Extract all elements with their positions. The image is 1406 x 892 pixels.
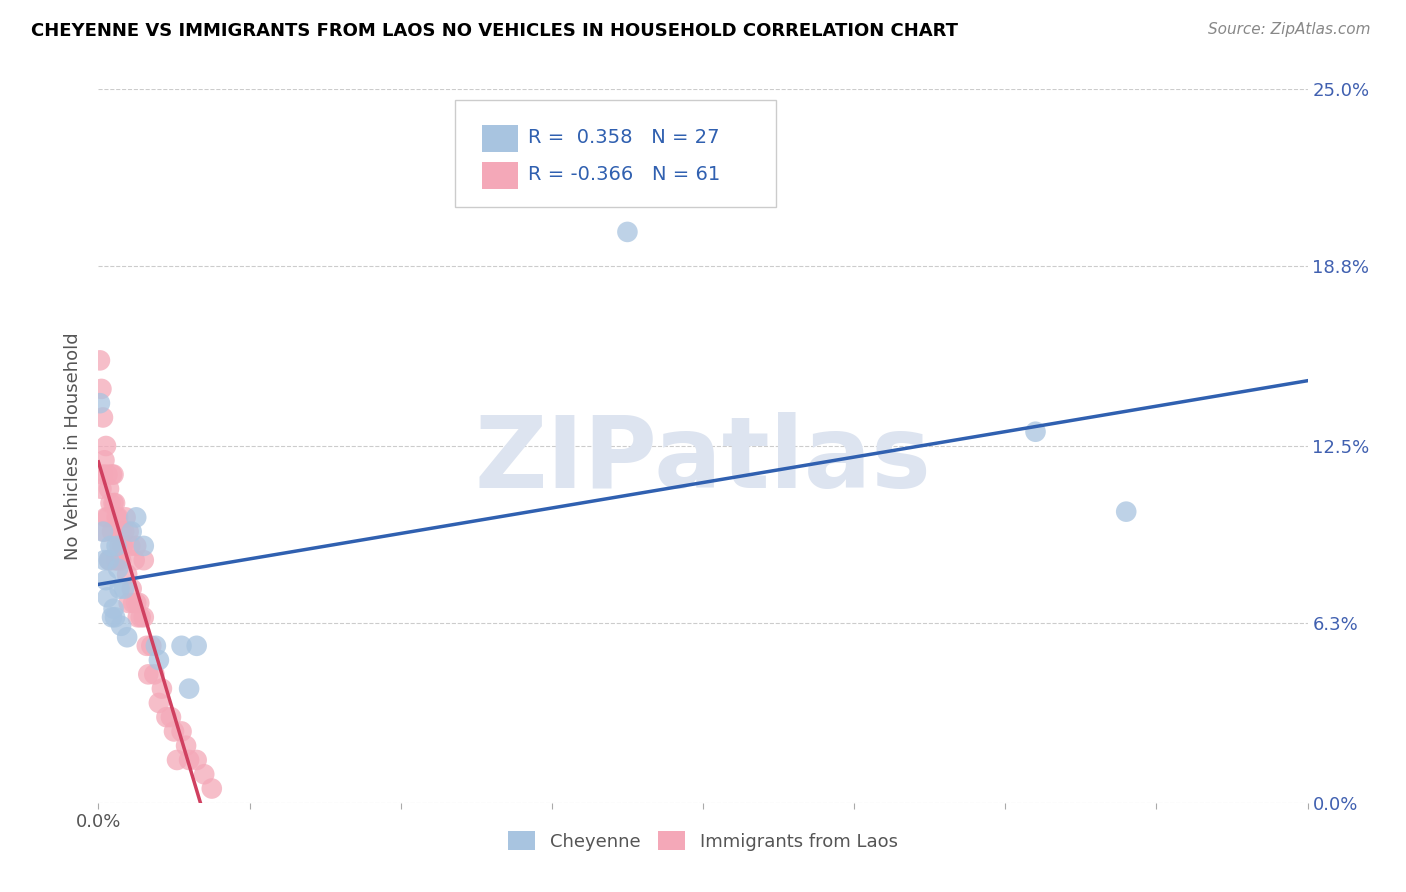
Text: CHEYENNE VS IMMIGRANTS FROM LAOS NO VEHICLES IN HOUSEHOLD CORRELATION CHART: CHEYENNE VS IMMIGRANTS FROM LAOS NO VEHI… <box>31 22 957 40</box>
Point <box>132 539 155 553</box>
Point <box>166 753 188 767</box>
Y-axis label: No Vehicles in Household: No Vehicles in Household <box>65 332 83 560</box>
Point <box>90 382 112 396</box>
Point <box>108 539 131 553</box>
Point <box>141 639 163 653</box>
Point <box>96 591 118 605</box>
Point <box>170 724 193 739</box>
Point <box>1024 425 1046 439</box>
Point <box>120 539 142 553</box>
Point <box>111 539 134 553</box>
Point <box>114 510 136 524</box>
Point <box>174 739 197 753</box>
Point <box>103 467 125 482</box>
FancyBboxPatch shape <box>456 100 776 207</box>
Point <box>110 619 132 633</box>
Point <box>89 396 111 410</box>
Point <box>94 439 117 453</box>
FancyBboxPatch shape <box>482 162 517 189</box>
Point <box>155 710 177 724</box>
Point <box>112 524 135 539</box>
Point <box>91 524 114 539</box>
Point <box>91 467 114 482</box>
Point <box>104 553 127 567</box>
Point <box>143 667 166 681</box>
Point <box>93 453 115 467</box>
Text: Source: ZipAtlas.com: Source: ZipAtlas.com <box>1208 22 1371 37</box>
Point <box>193 767 215 781</box>
Point <box>110 553 132 567</box>
Point <box>122 596 145 610</box>
Point <box>93 524 115 539</box>
Point <box>98 553 121 567</box>
Point <box>127 610 149 624</box>
Point <box>125 539 148 553</box>
Point <box>100 553 122 567</box>
Point <box>128 596 150 610</box>
Point <box>170 639 193 653</box>
Point <box>112 582 135 596</box>
Point <box>107 562 129 576</box>
Point <box>135 639 157 653</box>
Point <box>96 467 118 482</box>
Point <box>103 496 125 510</box>
Point <box>132 553 155 567</box>
Point <box>179 681 201 696</box>
Point <box>89 353 111 368</box>
Point <box>125 596 148 610</box>
Point <box>105 553 128 567</box>
Point <box>94 510 117 524</box>
Point <box>110 524 132 539</box>
Point <box>616 225 638 239</box>
Legend: Cheyenne, Immigrants from Laos: Cheyenne, Immigrants from Laos <box>501 824 905 858</box>
Point <box>186 753 208 767</box>
Point <box>179 753 201 767</box>
Point <box>100 496 122 510</box>
Point <box>148 653 170 667</box>
Point <box>108 582 131 596</box>
Point <box>101 524 124 539</box>
Point <box>118 596 141 610</box>
Point <box>125 510 148 524</box>
Point <box>124 553 146 567</box>
Point <box>98 482 121 496</box>
Point <box>201 781 224 796</box>
Point <box>103 601 125 615</box>
Point <box>90 482 112 496</box>
Point <box>107 553 129 567</box>
Text: R = -0.366   N = 61: R = -0.366 N = 61 <box>527 165 720 184</box>
Point <box>105 539 128 553</box>
Point <box>163 724 186 739</box>
Point <box>105 510 128 524</box>
Point <box>160 710 183 724</box>
Point <box>132 610 155 624</box>
Point <box>121 524 143 539</box>
Point <box>150 681 173 696</box>
Point <box>96 510 118 524</box>
Point <box>1115 505 1137 519</box>
Point <box>98 553 121 567</box>
Text: ZIPatlas: ZIPatlas <box>475 412 931 508</box>
Point <box>148 696 170 710</box>
Text: R =  0.358   N = 27: R = 0.358 N = 27 <box>527 128 720 146</box>
Point <box>101 467 124 482</box>
Point <box>100 539 122 553</box>
Point <box>104 496 127 510</box>
Point <box>118 524 141 539</box>
Point <box>115 630 138 644</box>
Point <box>91 410 114 425</box>
Point <box>107 510 129 524</box>
Point <box>129 610 152 624</box>
Point <box>186 639 208 653</box>
Point <box>104 610 127 624</box>
Point <box>121 582 143 596</box>
FancyBboxPatch shape <box>482 125 517 152</box>
Point <box>115 567 138 582</box>
Point <box>101 610 124 624</box>
Point <box>136 667 159 681</box>
Point <box>93 553 115 567</box>
Point <box>145 639 167 653</box>
Point <box>94 573 117 587</box>
